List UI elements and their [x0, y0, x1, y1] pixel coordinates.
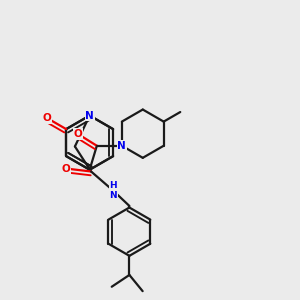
Text: O: O	[62, 164, 70, 173]
Text: O: O	[74, 129, 82, 139]
Text: N: N	[118, 141, 126, 151]
Text: H
N: H N	[110, 181, 117, 200]
Text: O: O	[43, 113, 51, 123]
Text: N: N	[85, 110, 94, 121]
